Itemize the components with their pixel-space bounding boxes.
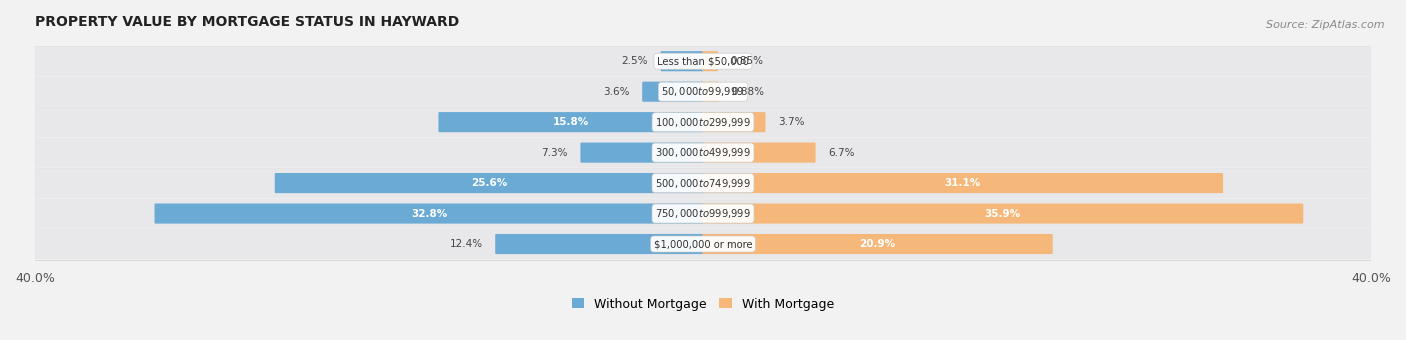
Text: 15.8%: 15.8% bbox=[553, 117, 589, 127]
Text: 0.88%: 0.88% bbox=[731, 87, 763, 97]
FancyBboxPatch shape bbox=[439, 112, 703, 132]
Text: 12.4%: 12.4% bbox=[450, 239, 482, 249]
Text: 0.85%: 0.85% bbox=[731, 56, 763, 66]
FancyBboxPatch shape bbox=[35, 138, 1371, 168]
Text: 25.6%: 25.6% bbox=[471, 178, 508, 188]
Text: $50,000 to $99,999: $50,000 to $99,999 bbox=[661, 85, 745, 98]
FancyBboxPatch shape bbox=[703, 203, 1303, 224]
Text: PROPERTY VALUE BY MORTGAGE STATUS IN HAYWARD: PROPERTY VALUE BY MORTGAGE STATUS IN HAY… bbox=[35, 15, 460, 29]
Text: 6.7%: 6.7% bbox=[828, 148, 855, 158]
Text: 7.3%: 7.3% bbox=[541, 148, 568, 158]
FancyBboxPatch shape bbox=[35, 77, 1371, 107]
FancyBboxPatch shape bbox=[581, 142, 703, 163]
Text: 3.7%: 3.7% bbox=[778, 117, 804, 127]
Text: $500,000 to $749,999: $500,000 to $749,999 bbox=[655, 176, 751, 190]
Text: 3.6%: 3.6% bbox=[603, 87, 630, 97]
FancyBboxPatch shape bbox=[703, 51, 718, 71]
Text: $100,000 to $299,999: $100,000 to $299,999 bbox=[655, 116, 751, 129]
FancyBboxPatch shape bbox=[155, 203, 703, 224]
FancyBboxPatch shape bbox=[35, 199, 1371, 228]
FancyBboxPatch shape bbox=[35, 107, 1371, 137]
FancyBboxPatch shape bbox=[703, 173, 1223, 193]
FancyBboxPatch shape bbox=[661, 51, 703, 71]
FancyBboxPatch shape bbox=[274, 173, 703, 193]
Text: 2.5%: 2.5% bbox=[621, 56, 648, 66]
Text: 31.1%: 31.1% bbox=[945, 178, 981, 188]
FancyBboxPatch shape bbox=[35, 168, 1371, 198]
FancyBboxPatch shape bbox=[35, 229, 1371, 259]
Legend: Without Mortgage, With Mortgage: Without Mortgage, With Mortgage bbox=[572, 298, 834, 310]
Text: $1,000,000 or more: $1,000,000 or more bbox=[654, 239, 752, 249]
Text: 32.8%: 32.8% bbox=[411, 208, 447, 219]
FancyBboxPatch shape bbox=[703, 112, 765, 132]
FancyBboxPatch shape bbox=[643, 82, 703, 102]
FancyBboxPatch shape bbox=[35, 46, 1371, 76]
Text: $750,000 to $999,999: $750,000 to $999,999 bbox=[655, 207, 751, 220]
FancyBboxPatch shape bbox=[703, 234, 1053, 254]
Text: 35.9%: 35.9% bbox=[984, 208, 1021, 219]
FancyBboxPatch shape bbox=[703, 142, 815, 163]
FancyBboxPatch shape bbox=[495, 234, 703, 254]
Text: 20.9%: 20.9% bbox=[859, 239, 896, 249]
FancyBboxPatch shape bbox=[703, 82, 718, 102]
Text: Source: ZipAtlas.com: Source: ZipAtlas.com bbox=[1267, 20, 1385, 30]
Text: $300,000 to $499,999: $300,000 to $499,999 bbox=[655, 146, 751, 159]
Text: Less than $50,000: Less than $50,000 bbox=[657, 56, 749, 66]
